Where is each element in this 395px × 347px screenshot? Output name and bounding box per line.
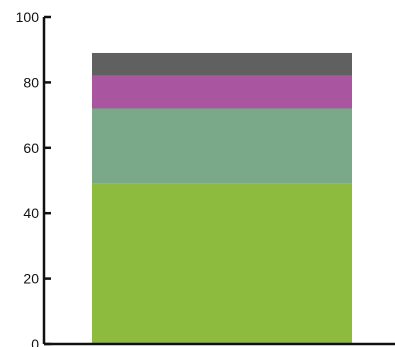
y-tick-label: 100	[16, 9, 40, 25]
y-tick-label: 60	[23, 140, 39, 156]
bar-segment-1	[92, 183, 352, 344]
bar-segment-4	[92, 52, 352, 76]
y-axis-ticks: 0 20 40 60 80 100	[16, 9, 51, 347]
y-tick-label: 20	[23, 271, 39, 287]
y-tick-label: 40	[23, 205, 39, 221]
bar-segment-3	[92, 75, 352, 109]
bar-segment-2	[92, 108, 352, 184]
y-tick-label: 80	[23, 74, 39, 90]
bar-segments	[92, 52, 352, 344]
y-tick-label: 0	[31, 336, 39, 347]
